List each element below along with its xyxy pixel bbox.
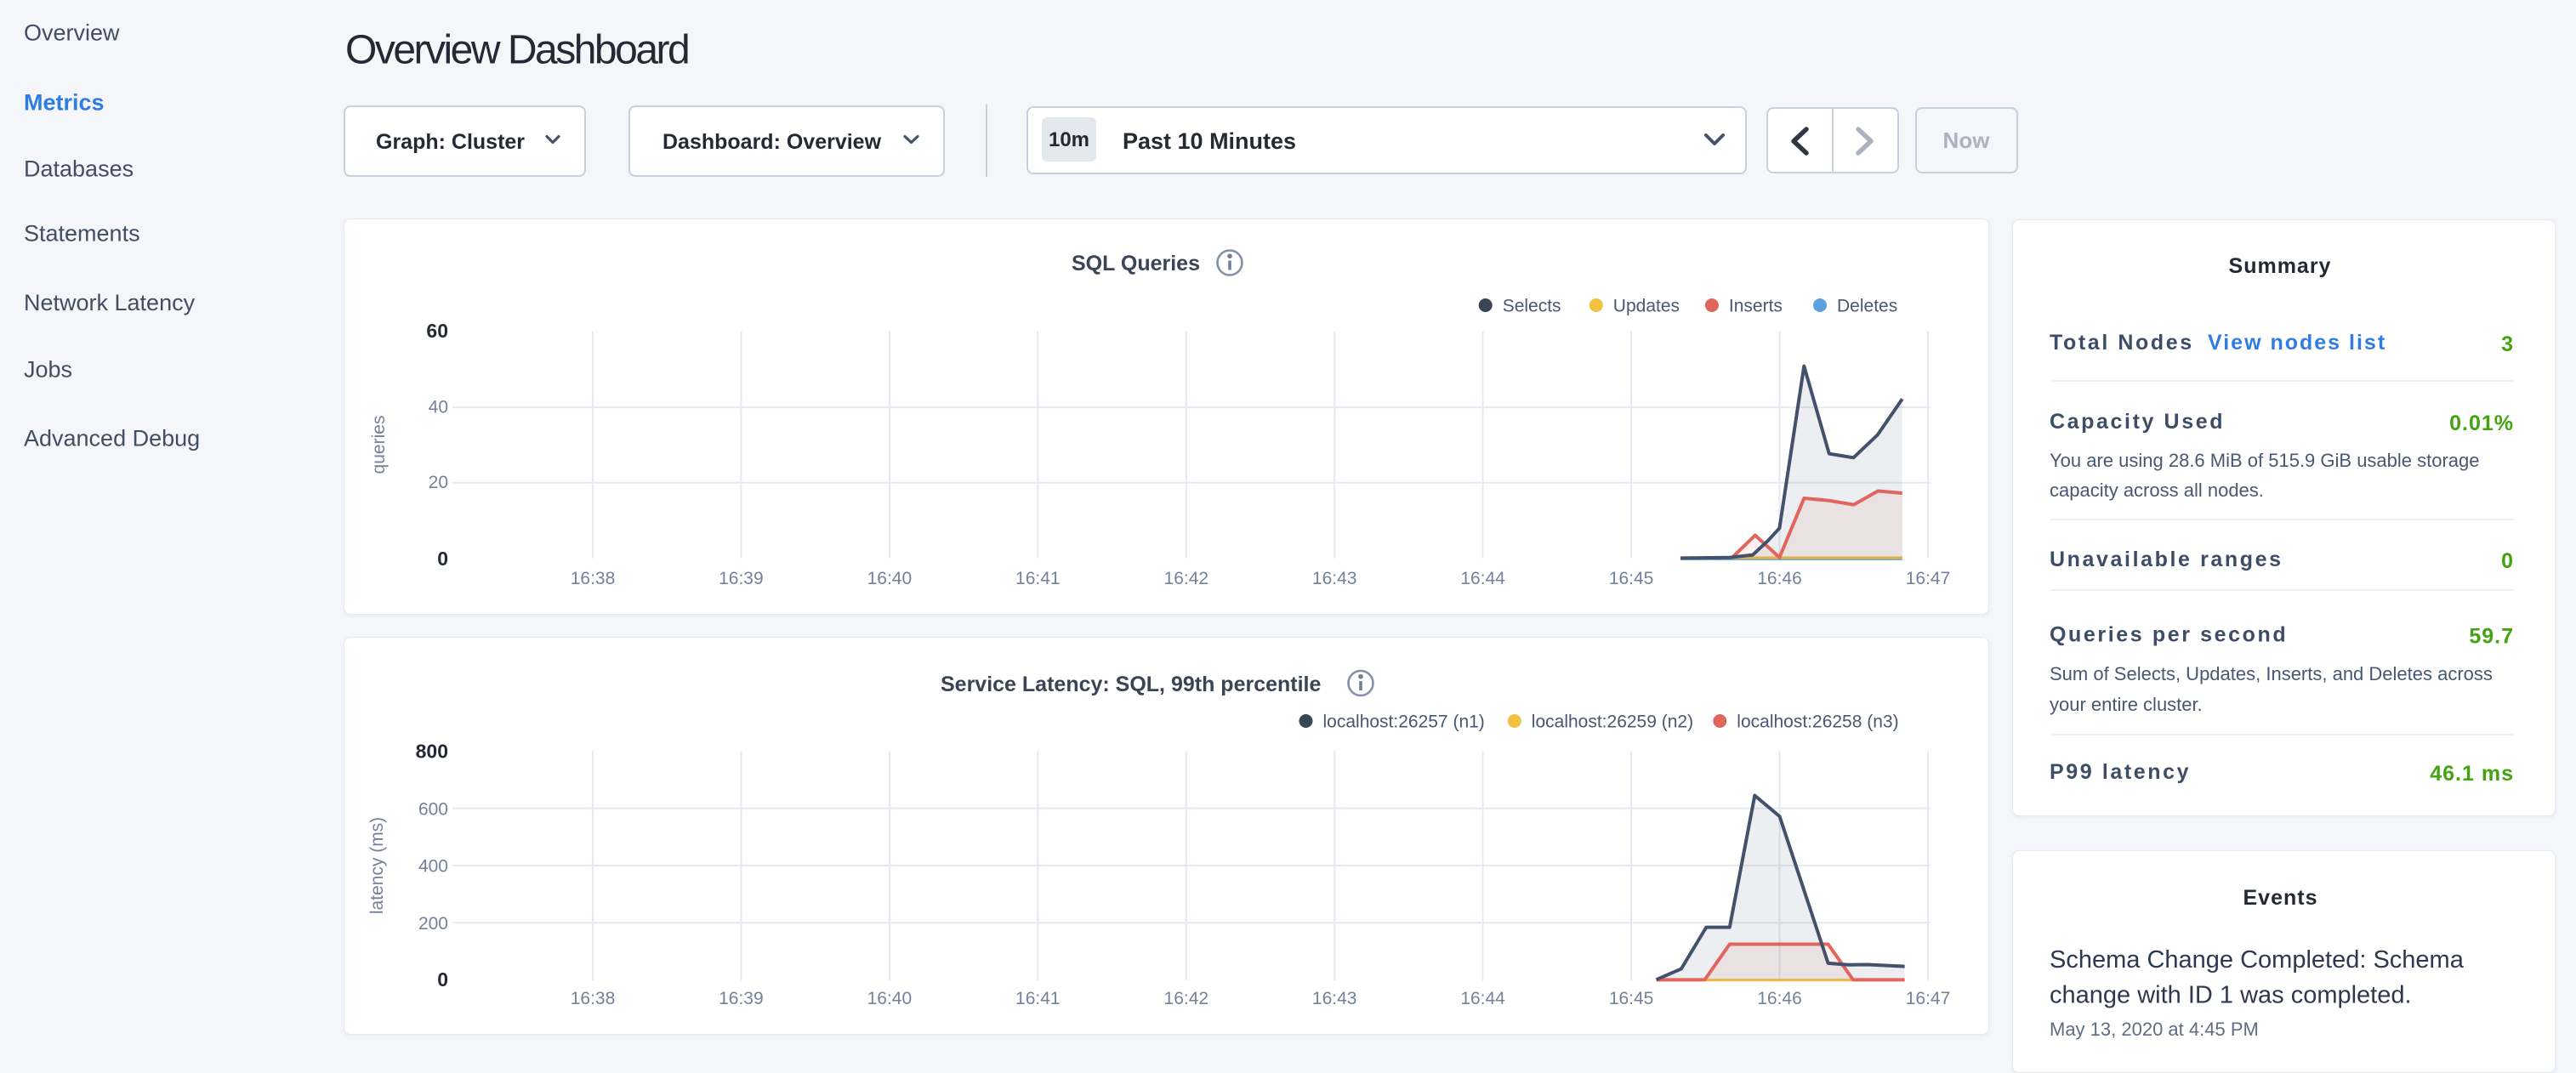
svg-text:0: 0 (437, 548, 448, 570)
svg-text:400: 400 (418, 857, 448, 877)
svg-text:Inserts: Inserts (1729, 297, 1783, 316)
svg-text:Schema Change Completed: Schem: Schema Change Completed: Schema (2050, 946, 2465, 974)
svg-text:Now: Now (1943, 128, 1991, 153)
svg-text:16:43: 16:43 (1312, 989, 1357, 1008)
svg-text:You are using 28.6 MiB of 515.: You are using 28.6 MiB of 515.9 GiB usab… (2050, 450, 2480, 471)
svg-text:Deletes: Deletes (1837, 297, 1897, 316)
svg-text:16:44: 16:44 (1460, 569, 1505, 588)
svg-text:Queries per second: Queries per second (2050, 623, 2288, 647)
svg-text:queries: queries (369, 416, 389, 474)
svg-text:Selects: Selects (1503, 297, 1561, 316)
svg-text:Total Nodes: Total Nodes (2050, 331, 2194, 355)
svg-text:Overview Dashboard: Overview Dashboard (345, 28, 688, 73)
svg-text:May 13, 2020 at 4:45 PM: May 13, 2020 at 4:45 PM (2050, 1019, 2259, 1040)
svg-text:16:39: 16:39 (719, 569, 764, 588)
svg-text:16:46: 16:46 (1757, 989, 1802, 1008)
svg-text:16:44: 16:44 (1460, 989, 1505, 1008)
svg-text:Metrics: Metrics (24, 90, 105, 116)
svg-text:16:42: 16:42 (1164, 989, 1209, 1008)
svg-text:change with ID 1 was completed: change with ID 1 was completed. (2050, 982, 2412, 1009)
svg-text:16:38: 16:38 (571, 569, 616, 588)
svg-text:40: 40 (429, 398, 448, 417)
svg-text:0: 0 (437, 968, 448, 991)
svg-text:800: 800 (416, 741, 448, 763)
svg-text:View nodes list: View nodes list (2208, 331, 2386, 355)
svg-text:20: 20 (429, 473, 448, 492)
svg-text:Dashboard: Overview: Dashboard: Overview (662, 130, 882, 154)
svg-text:localhost:26259 (n2): localhost:26259 (n2) (1532, 712, 1693, 732)
svg-text:16:39: 16:39 (719, 989, 764, 1008)
svg-text:16:41: 16:41 (1015, 989, 1061, 1008)
svg-text:59.7: 59.7 (2469, 625, 2514, 649)
svg-text:16:43: 16:43 (1312, 569, 1357, 588)
svg-text:600: 600 (418, 799, 448, 819)
svg-text:3: 3 (2501, 332, 2514, 356)
svg-text:16:47: 16:47 (1906, 989, 1951, 1008)
svg-text:Network Latency: Network Latency (24, 290, 196, 315)
svg-text:16:42: 16:42 (1164, 569, 1209, 588)
svg-text:Updates: Updates (1613, 297, 1680, 316)
svg-text:Databases: Databases (24, 156, 134, 182)
svg-text:Service Latency: SQL, 99th per: Service Latency: SQL, 99th percentile (941, 673, 1321, 696)
svg-text:SQL Queries: SQL Queries (1072, 252, 1200, 275)
svg-text:Summary: Summary (2229, 254, 2332, 278)
svg-text:capacity across all nodes.: capacity across all nodes. (2050, 480, 2264, 501)
svg-text:P99 latency: P99 latency (2050, 760, 2191, 784)
svg-text:200: 200 (418, 914, 448, 934)
svg-text:16:40: 16:40 (867, 569, 913, 588)
svg-text:46.1 ms: 46.1 ms (2430, 762, 2514, 786)
svg-text:0.01%: 0.01% (2449, 412, 2514, 435)
svg-text:latency (ms): latency (ms) (367, 817, 387, 914)
svg-text:Past 10 Minutes: Past 10 Minutes (1123, 128, 1296, 154)
svg-text:localhost:26257 (n1): localhost:26257 (n1) (1323, 712, 1485, 732)
svg-text:16:40: 16:40 (867, 989, 913, 1008)
svg-text:Sum of Selects, Updates, Inser: Sum of Selects, Updates, Inserts, and De… (2050, 663, 2493, 684)
svg-text:10m: 10m (1049, 128, 1089, 151)
svg-text:Advanced Debug: Advanced Debug (24, 426, 200, 451)
svg-text:16:47: 16:47 (1906, 569, 1951, 588)
svg-text:16:38: 16:38 (571, 989, 616, 1008)
svg-text:localhost:26258 (n3): localhost:26258 (n3) (1737, 712, 1898, 732)
svg-text:your entire cluster.: your entire cluster. (2050, 694, 2203, 715)
svg-text:Events: Events (2243, 886, 2318, 910)
svg-text:0: 0 (2501, 549, 2514, 573)
svg-text:Overview: Overview (24, 20, 120, 46)
svg-text:16:45: 16:45 (1609, 989, 1654, 1008)
svg-text:Capacity Used: Capacity Used (2050, 410, 2225, 434)
svg-text:16:41: 16:41 (1015, 569, 1061, 588)
svg-text:Jobs: Jobs (24, 357, 72, 383)
svg-text:Unavailable ranges: Unavailable ranges (2050, 548, 2283, 571)
svg-text:16:45: 16:45 (1609, 569, 1654, 588)
svg-text:Graph: Cluster: Graph: Cluster (376, 130, 525, 154)
svg-text:Statements: Statements (24, 221, 140, 247)
svg-text:60: 60 (426, 320, 448, 342)
svg-text:16:46: 16:46 (1757, 569, 1802, 588)
